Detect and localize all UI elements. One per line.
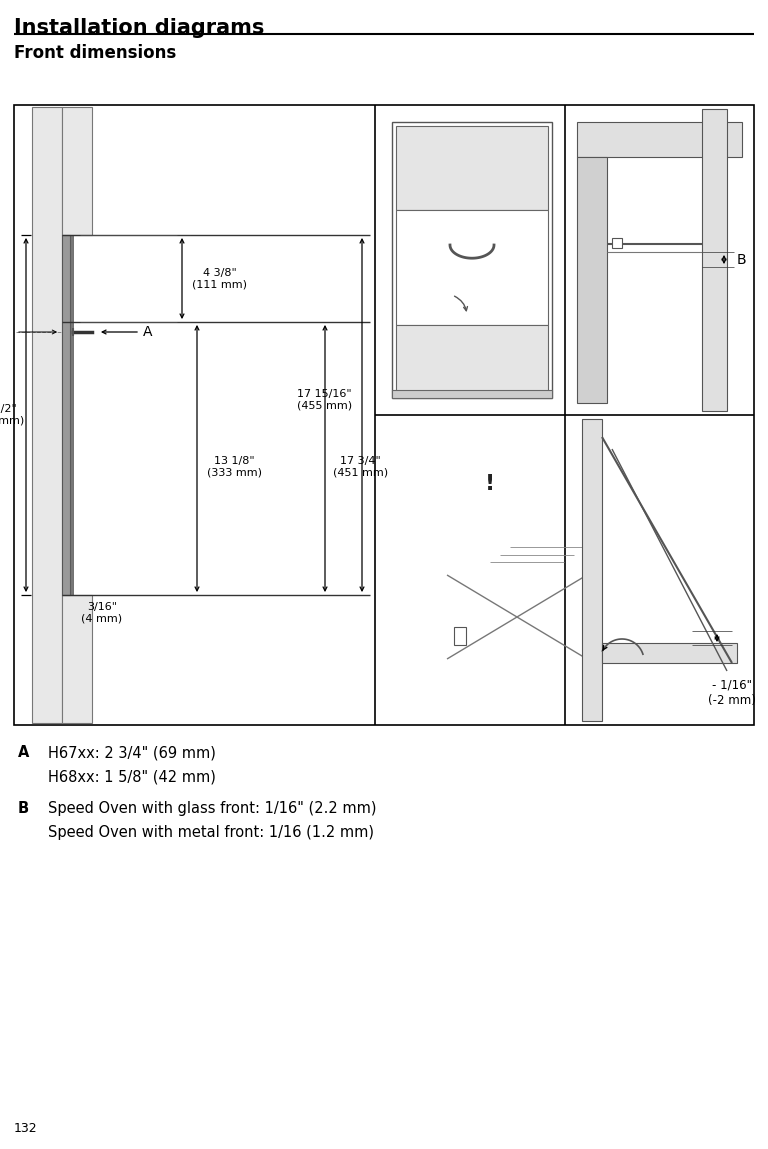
- Text: Speed Oven with glass front: 1/16" (2.2 mm): Speed Oven with glass front: 1/16" (2.2 …: [48, 801, 376, 816]
- Text: Front dimensions: Front dimensions: [14, 44, 176, 62]
- Polygon shape: [442, 634, 632, 664]
- Text: B: B: [18, 801, 29, 816]
- Bar: [454, 627, 466, 645]
- Bar: [14, 105, 754, 725]
- Bar: [392, 122, 552, 398]
- Text: !: !: [485, 473, 495, 494]
- Bar: [577, 122, 742, 157]
- Text: 17 15/16"
(455 mm): 17 15/16" (455 mm): [297, 390, 352, 411]
- Bar: [392, 390, 552, 398]
- Bar: [70, 236, 73, 595]
- Bar: [577, 157, 607, 403]
- Bar: [612, 238, 622, 248]
- Bar: [62, 236, 70, 595]
- Bar: [396, 126, 548, 210]
- Text: H67xx: 2 3/4" (69 mm): H67xx: 2 3/4" (69 mm): [48, 745, 216, 759]
- Polygon shape: [442, 570, 592, 664]
- Bar: [702, 109, 727, 411]
- Bar: [396, 325, 548, 394]
- Bar: [396, 210, 548, 325]
- Text: 17 1/2"
(445 mm): 17 1/2" (445 mm): [0, 404, 24, 426]
- Bar: [582, 419, 602, 722]
- Text: B: B: [737, 253, 746, 267]
- Text: 13 1/8"
(333 mm): 13 1/8" (333 mm): [207, 456, 262, 477]
- Text: Installation diagrams: Installation diagrams: [14, 18, 264, 38]
- Text: 3/16"
(4 mm): 3/16" (4 mm): [81, 602, 123, 624]
- Polygon shape: [452, 442, 528, 503]
- Text: A: A: [143, 325, 153, 339]
- Bar: [602, 643, 737, 663]
- Text: 17 3/4"
(451 mm): 17 3/4" (451 mm): [333, 456, 388, 477]
- Bar: [62, 595, 92, 723]
- Text: 132: 132: [14, 1123, 38, 1135]
- Text: 4 3/8"
(111 mm): 4 3/8" (111 mm): [192, 268, 247, 290]
- Bar: [62, 107, 92, 236]
- Bar: [32, 107, 62, 723]
- Text: H68xx: 1 5/8" (42 mm): H68xx: 1 5/8" (42 mm): [48, 769, 216, 784]
- Text: A: A: [18, 745, 29, 759]
- Text: Speed Oven with metal front: 1/16 (1.2 mm): Speed Oven with metal front: 1/16 (1.2 m…: [48, 825, 374, 840]
- Polygon shape: [394, 215, 550, 321]
- Polygon shape: [442, 540, 632, 570]
- Text: - 1/16"
(-2 mm): - 1/16" (-2 mm): [708, 679, 756, 707]
